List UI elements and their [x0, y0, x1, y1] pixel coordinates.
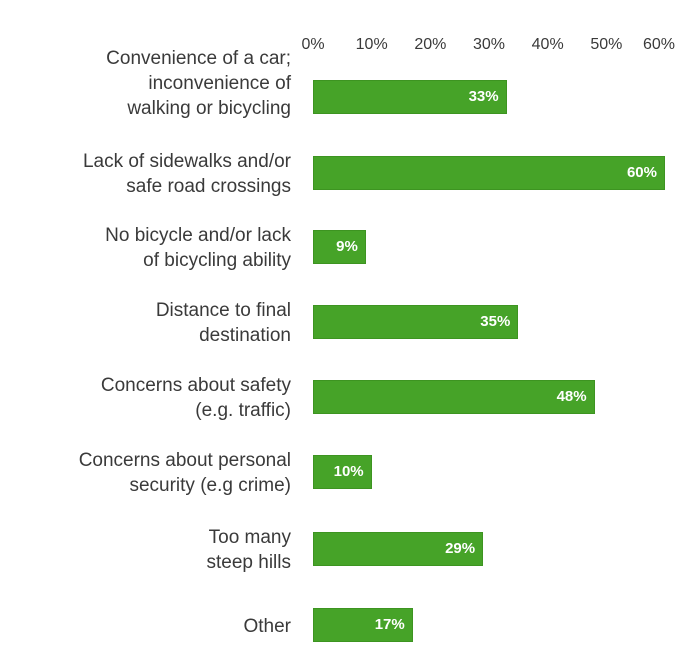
x-tick-label: 50%: [590, 36, 623, 53]
bar-value-label: 29%: [445, 540, 476, 557]
category-label: Distance to final destination: [155, 300, 291, 346]
bar-value-label: 60%: [626, 164, 657, 181]
bar-value-label: 17%: [374, 616, 405, 633]
x-tick-label: 0%: [301, 36, 325, 53]
category-label: Other: [243, 615, 291, 637]
category-label: No bicycle and/or lack of bicycling abil…: [105, 225, 291, 271]
bar: [313, 380, 595, 414]
x-tick-label: 40%: [531, 36, 564, 53]
bar: [313, 532, 484, 566]
bar-value-label: 9%: [336, 238, 358, 255]
category-label: Concerns about safety (e.g. traffic): [100, 375, 291, 421]
bar: [313, 608, 413, 642]
bar-value-label: 33%: [468, 88, 499, 105]
bar-value-label: 10%: [333, 463, 364, 480]
category-label: Convenience of a car; inconvenience of w…: [106, 48, 291, 119]
bar: [313, 455, 372, 489]
bar-value-label: 35%: [480, 313, 511, 330]
category-label: Lack of sidewalks and/or safe road cross…: [82, 151, 291, 197]
category-label: Too many steep hills: [206, 527, 292, 573]
bar: [313, 230, 366, 264]
bar: [313, 305, 519, 339]
bar-value-label: 48%: [556, 388, 587, 405]
bar: [313, 80, 507, 114]
x-tick-label: 30%: [472, 36, 506, 53]
category-label: Concerns about personal security (e.g cr…: [78, 450, 291, 496]
bar: [313, 156, 665, 190]
x-tick-label: 10%: [355, 36, 388, 53]
x-tick-label: 60%: [642, 36, 676, 53]
x-tick-label: 20%: [414, 36, 447, 53]
